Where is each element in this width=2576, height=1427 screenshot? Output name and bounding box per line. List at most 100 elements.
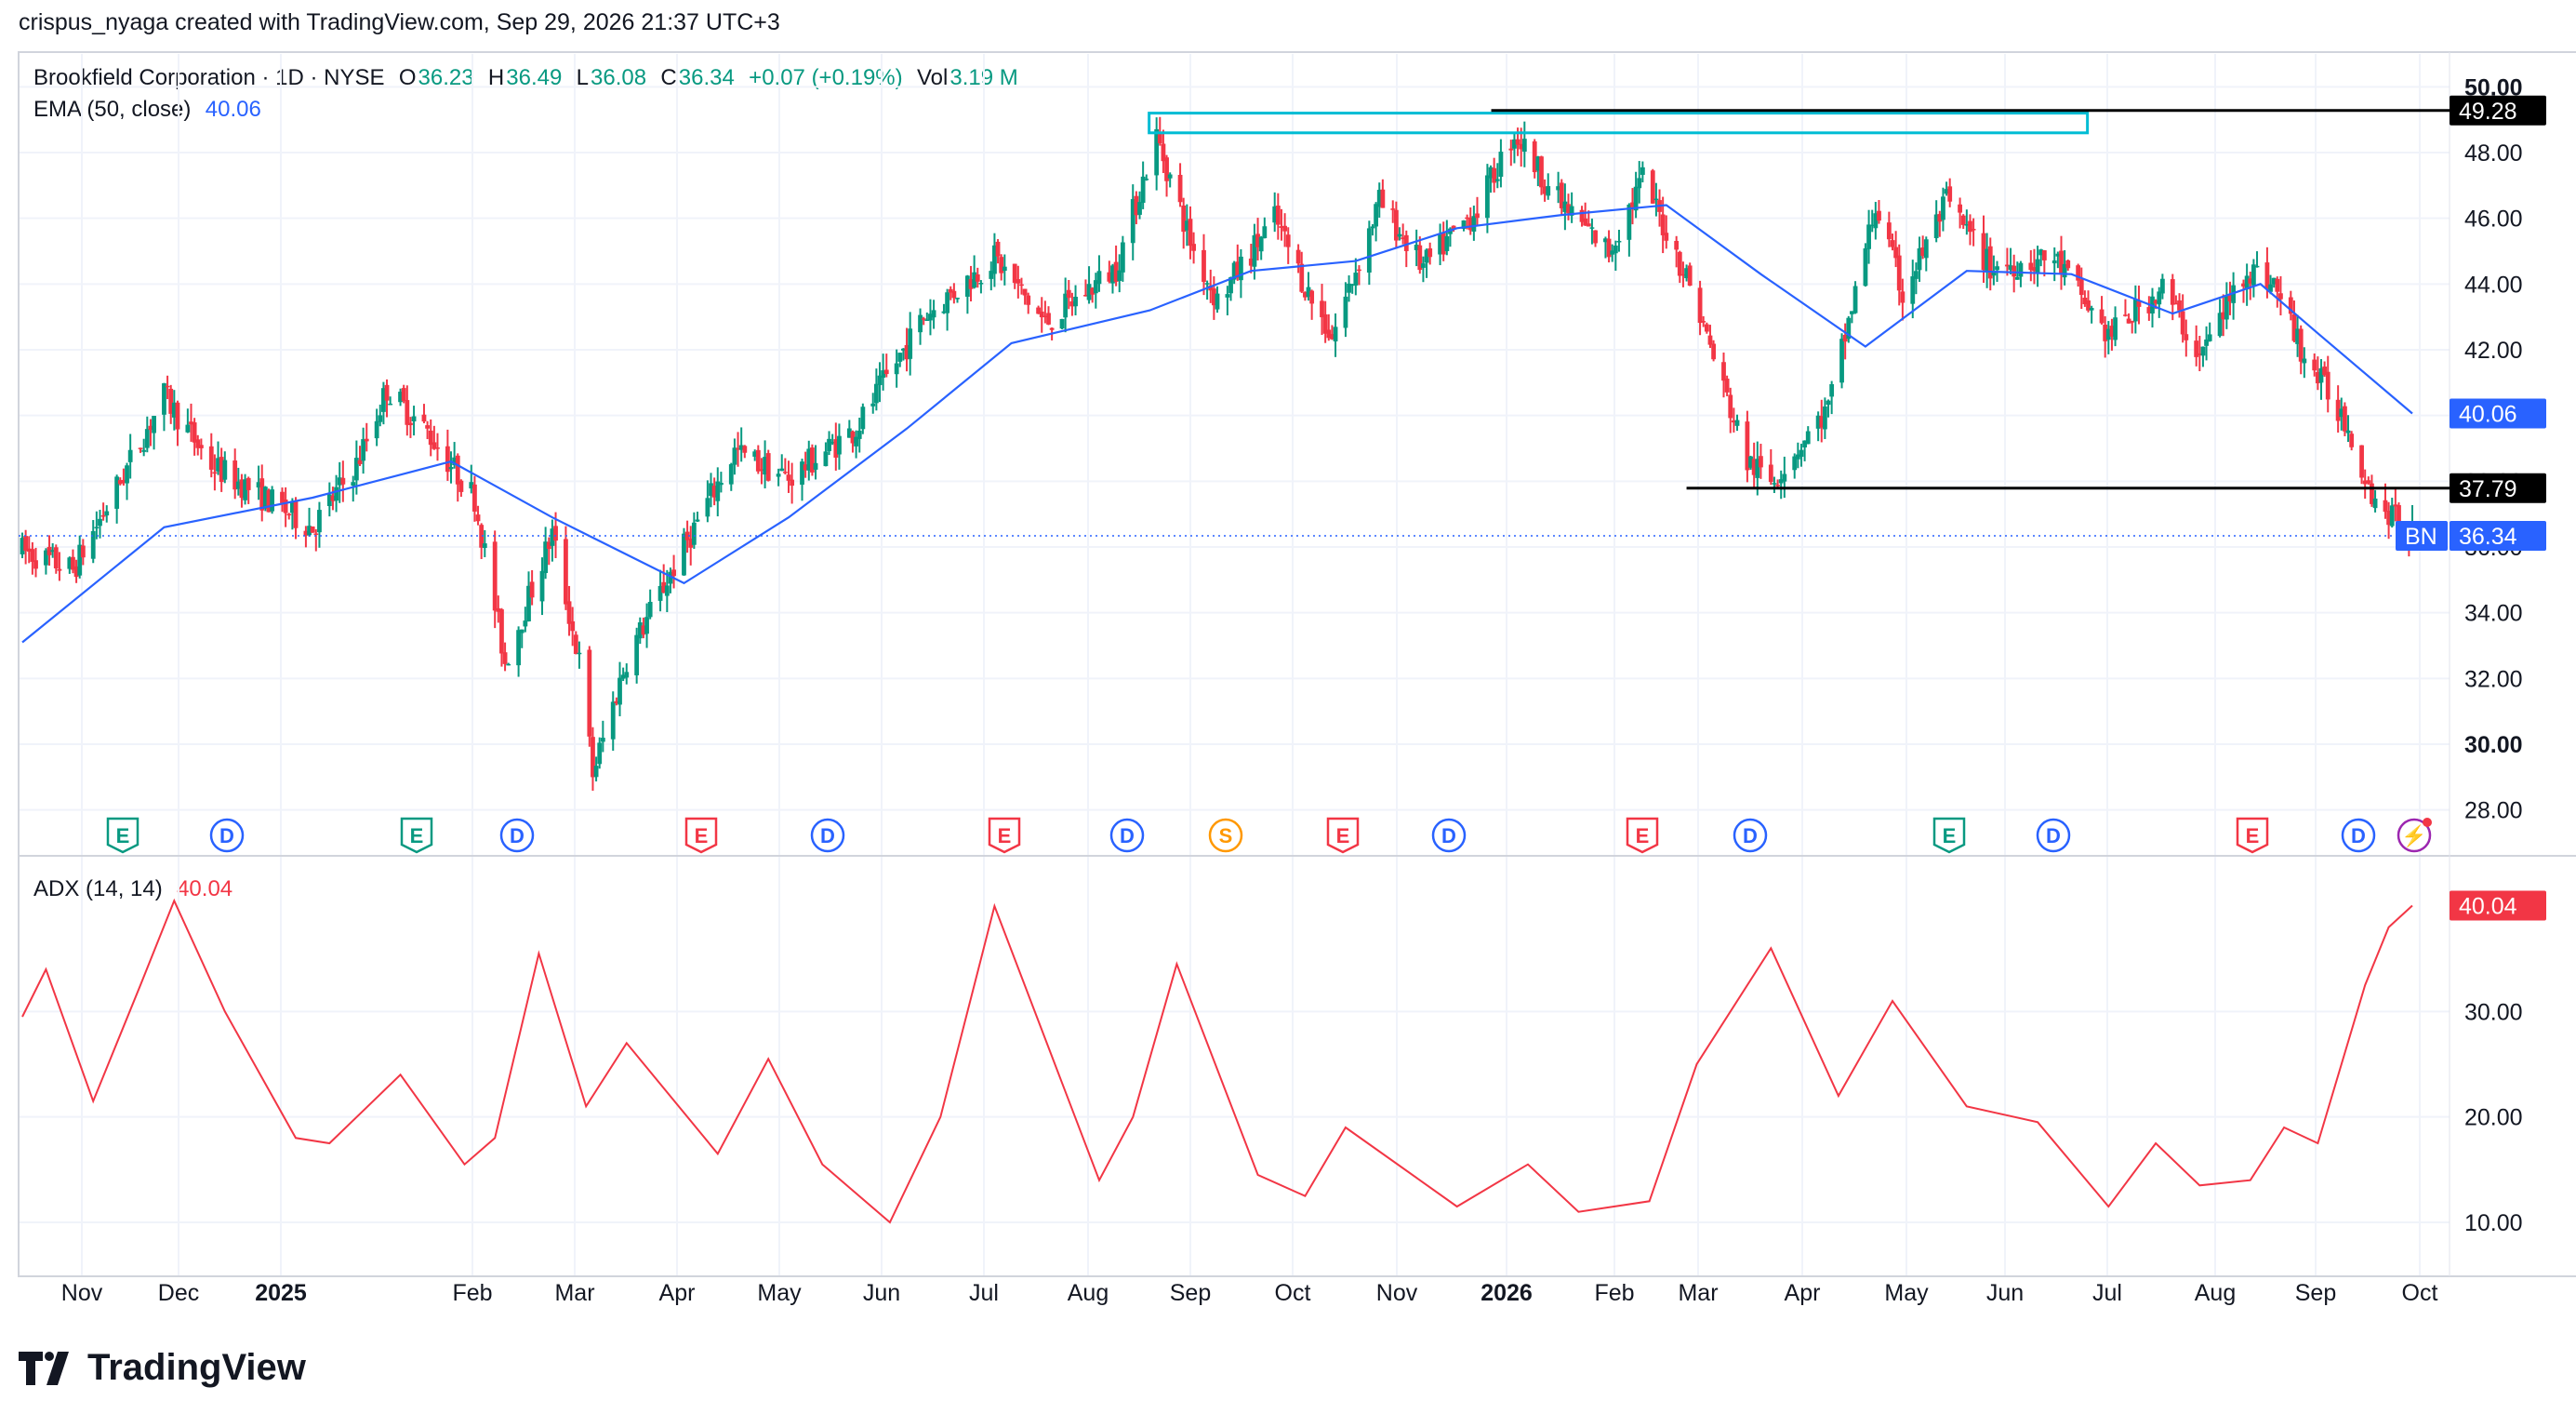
candle-body [330,495,336,501]
candle-body [2268,284,2273,292]
tradingview-logo-icon [19,1351,69,1385]
candle-body [1262,226,1268,239]
candlestick-series [20,116,2415,792]
candle-body [259,478,265,511]
candle-body [550,528,555,546]
candle-body [2005,264,2010,267]
candle-body [303,530,309,536]
candle-body [854,436,858,447]
candle-body [162,383,166,415]
price-tick-label: 48.00 [2464,140,2523,167]
candle-body [1012,263,1017,284]
ema-line [21,204,2413,644]
candle-body [2082,297,2088,305]
dividend-icon [2341,818,2376,853]
candle-body [361,439,366,461]
candle-body [2194,340,2199,357]
candle-body [326,494,332,506]
time-tick-label: 2025 [255,1280,307,1306]
candle-body [1944,189,1949,194]
candle-body [945,292,950,313]
price-badges: 49.28 40.06 37.79 BN 36.34 40.04 [2396,95,2546,921]
adx-tick-label: 20.00 [2464,1105,2523,1131]
candle-body [1488,167,1494,179]
event-marker-dividend: D [1431,818,1467,853]
candle-body [168,388,174,414]
candle-body [2153,300,2158,304]
candle-body [827,438,831,451]
candle-body [918,314,923,333]
candle-body [1941,196,1945,220]
candle-body [374,420,379,439]
candle-body [482,543,487,549]
candle-body [208,446,214,470]
candle-body [2173,302,2179,305]
candle-body [894,363,899,375]
candle-body [516,630,522,666]
candle-body [1471,216,1477,232]
time-axis[interactable]: Nov Dec 2025 Feb Mar Apr May Jun Jul Aug Sep Oct Nov… [61,1280,2438,1306]
candle-body [738,445,744,450]
candle-body [1896,255,1902,291]
candle-body [1822,406,1827,430]
candle-body [765,453,771,481]
candle-body [641,625,646,635]
event-marker-earnings: E [988,817,1021,854]
event-marker-earnings: E [1326,817,1360,854]
price-axis[interactable]: 28.0030.0032.0034.0036.0038.0040.0042.00… [2464,74,2523,823]
dividend-icon [1431,818,1467,853]
candle-body [1349,284,1355,287]
candle-body [455,455,460,485]
tradingview-logo[interactable]: TradingView [19,1347,306,1389]
candle-body [2318,367,2324,383]
ema-legend[interactable]: EMA (50, close) 40.06 [33,97,263,123]
time-tick-label: Nov [61,1280,103,1306]
candle-body [1320,300,1324,318]
candle-body [1120,242,1125,273]
event-marker-label: E [998,824,1012,847]
candle-body [50,550,56,553]
candle-body [26,548,32,552]
candle-body [90,530,96,559]
candle-body [1239,256,1243,281]
candle-body [1900,291,1905,303]
candle-body [2008,265,2013,271]
candle-body [2302,358,2307,364]
candle-body [2271,277,2277,285]
candle-body [593,766,599,778]
candle-body [1933,214,1939,239]
candle-body [928,313,933,321]
candle-body [837,435,842,455]
candle-body [23,536,29,551]
candle-body [2298,328,2304,362]
adx-axis[interactable]: 10.00 20.00 30.00 [2464,999,2523,1236]
candle-body [1073,297,1078,307]
candle-body [2089,308,2094,311]
event-marker-label: S [1219,824,1233,847]
event-marker-label: E [1336,824,1350,847]
candle-body [617,677,622,705]
candle-body [1467,217,1473,231]
candle-body [968,279,974,289]
candle-body [1299,263,1305,292]
candle-body [860,407,866,430]
candle-body [2197,353,2202,355]
time-tick-label: Feb [452,1280,492,1306]
candle-body [1981,233,1986,271]
adx-legend[interactable]: ADX (14, 14) 40.04 [33,876,234,902]
candle-body [270,489,275,512]
candle-body [353,458,359,481]
earnings-icon [2236,817,2269,854]
candle-body [813,462,818,470]
candle-body [1441,232,1446,255]
candle-body [171,402,177,418]
candle-body [1778,479,1784,484]
candle-body [1211,288,1216,306]
candle-body [668,571,673,584]
candle-body [1759,456,1763,468]
candle-body [1562,201,1568,212]
event-marker-label: D [2351,824,2366,847]
candle-body [1228,277,1233,294]
candle-body [2386,511,2391,526]
